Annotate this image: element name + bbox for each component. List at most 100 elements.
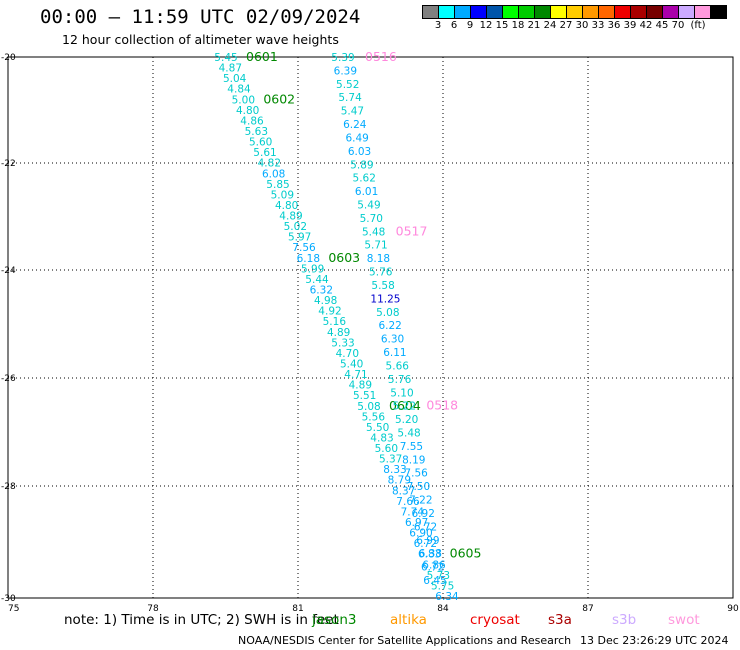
swh-value: 6.03	[348, 146, 371, 158]
swh-value: 6.72	[421, 562, 444, 574]
swh-value: 5.16	[323, 316, 347, 328]
mission-s3a: s3a	[548, 612, 572, 628]
y-tick-label: -24	[1, 266, 16, 276]
swh-value: 4.70	[336, 348, 359, 360]
credit-text: NOAA/NESDIS Center for Satellite Applica…	[238, 634, 572, 647]
swh-value: 5.60	[375, 443, 398, 455]
swh-value: 5.85	[266, 179, 289, 191]
swh-value: 4.80	[275, 200, 298, 212]
swh-value: 6.38	[419, 548, 442, 560]
legend-labels: 3 6 9 12 15 18 21 24 27 30 33 36 39 42 45 70 (ft)	[422, 19, 726, 33]
swh-value: 5.33	[331, 337, 354, 349]
swh-value: 4.89	[279, 211, 302, 223]
time-label: 0603	[328, 250, 360, 265]
x-tick-label: 90	[727, 604, 739, 614]
swh-value: 5.61	[253, 147, 276, 159]
legend-label: 15	[495, 20, 509, 31]
legend-label: 36	[607, 20, 621, 31]
satellite-tracks: 5.454.875.044.845.004.804.865.635.605.61…	[214, 49, 481, 603]
swh-value: 6.99	[416, 535, 439, 547]
swh-value: 5.08	[357, 401, 380, 413]
swh-value: 5.51	[353, 390, 376, 402]
swh-value: 6.83	[418, 549, 441, 561]
swh-value: 5.00	[232, 94, 255, 106]
swh-value: 6.97	[405, 517, 428, 529]
swh-value: 5.09	[271, 189, 294, 201]
swh-value: 6.72	[414, 521, 437, 533]
x-tick-label: 87	[582, 604, 593, 614]
credit-date: 13 Dec 23:26:29 UTC 2024	[580, 634, 729, 647]
swh-value: 6.72	[414, 538, 437, 550]
time-label: 0605	[450, 546, 482, 561]
legend-label: 24	[543, 20, 557, 31]
legend-label: 3	[434, 20, 442, 31]
legend-label: 21	[527, 20, 541, 31]
swh-value: 7.56	[404, 468, 428, 480]
swh-value: 5.70	[360, 213, 383, 225]
swh-value: 5.49	[357, 200, 380, 212]
swh-value: 6.32	[310, 285, 333, 297]
swh-value: 4.84	[227, 84, 251, 96]
y-tick-label: -28	[1, 482, 16, 492]
mission-swot: swot	[668, 612, 700, 628]
swh-value: 11.25	[370, 293, 400, 305]
swh-value: 6.49	[345, 132, 368, 144]
swh-value: 5.44	[305, 274, 329, 286]
legend-label: 18	[511, 20, 525, 31]
swh-value: 8.33	[383, 464, 406, 476]
legend-label: 70	[671, 20, 685, 31]
swh-value: 5.89	[350, 159, 373, 171]
x-tick-label: 75	[8, 604, 19, 614]
swh-value: 5.99	[301, 263, 324, 275]
swh-value: 4.86	[240, 115, 264, 127]
swh-value: 5.60	[249, 137, 272, 149]
legend-label: 9	[466, 20, 474, 31]
swh-value: 5.75	[431, 580, 454, 592]
page-title: 00:00 – 11:59 UTC 02/09/2024	[40, 6, 361, 28]
legend-label: 30	[575, 20, 589, 31]
legend-label: 6	[450, 20, 458, 31]
swh-value: 7.22	[409, 495, 432, 507]
y-tick-label: -26	[1, 374, 16, 384]
y-tick-label: -30	[1, 594, 16, 604]
swh-value: 5.47	[341, 106, 364, 118]
swh-value: 4.89	[327, 327, 350, 339]
x-tick-label: 78	[147, 604, 159, 614]
mission-jason3: jason3	[312, 612, 357, 628]
swh-value: 5.48	[362, 226, 385, 238]
time-label: 0602	[263, 91, 295, 106]
swh-value: 5.50	[366, 422, 389, 434]
swh-value: 4.98	[314, 295, 337, 307]
legend-swatch	[710, 5, 727, 19]
swh-value: 6.22	[378, 320, 401, 332]
swh-value: 4.82	[258, 158, 281, 170]
time-label: 0516	[365, 49, 397, 64]
swh-value: 8.18	[367, 253, 390, 265]
swh-value: 5.58	[371, 280, 394, 292]
swh-value: 6.34	[435, 591, 459, 603]
page-subtitle: 12 hour collection of altimeter wave hei…	[62, 32, 339, 47]
swh-value: 5.71	[364, 240, 387, 252]
legend-label: 45	[655, 20, 669, 31]
swh-value: 5.20	[395, 414, 418, 426]
swh-value: 5.37	[379, 454, 402, 466]
swh-value: 4.80	[236, 105, 259, 117]
swh-value: 6.86	[422, 559, 446, 571]
swh-value: 6.24	[343, 119, 367, 131]
swh-value: 5.22	[393, 401, 416, 413]
legend-label: 27	[559, 20, 573, 31]
swh-value: 5.76	[388, 374, 412, 386]
swh-value: 5.02	[284, 221, 307, 233]
y-tick-label: -20	[1, 53, 16, 63]
legend-label: 42	[639, 20, 653, 31]
swh-value: 5.10	[390, 387, 413, 399]
swh-value: 5.62	[353, 173, 376, 185]
swh-value: 5.76	[369, 267, 393, 279]
time-label: 0604	[389, 398, 421, 413]
swh-value: 5.97	[288, 232, 311, 244]
legend-label: 39	[623, 20, 637, 31]
y-tick-label: -22	[1, 159, 16, 169]
swh-value: 6.39	[334, 65, 357, 77]
time-label: 0518	[426, 398, 458, 413]
